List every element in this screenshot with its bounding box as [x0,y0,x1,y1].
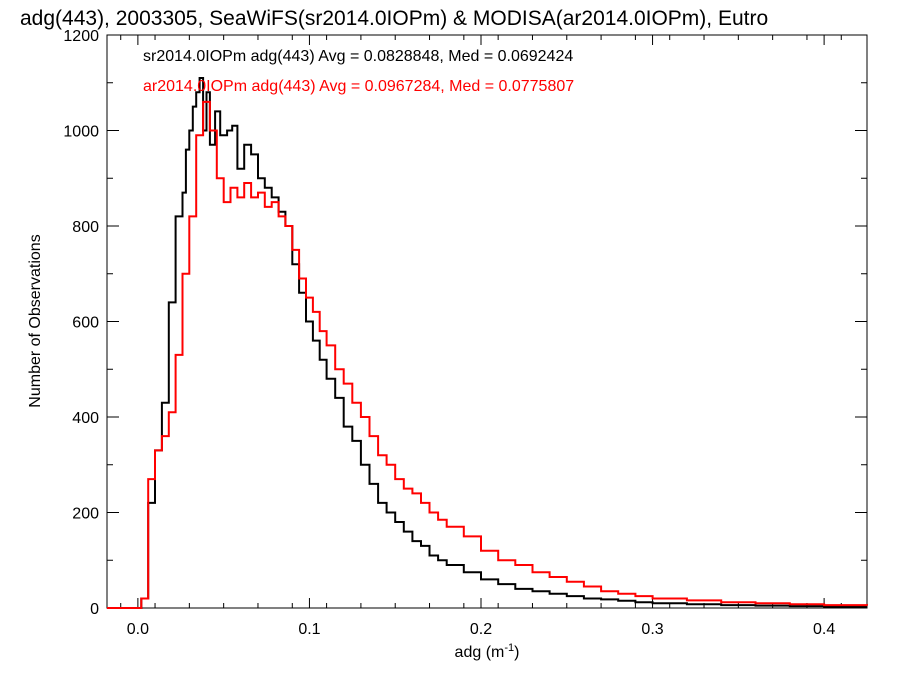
series-layer [107,77,868,609]
legend-entry-ar2014: ar2014.0IOPm adg(443) Avg = 0.0967284, M… [143,78,574,95]
x-axis-label-superscript: -1 [504,642,514,654]
x-tick-label: 0.3 [641,621,663,638]
x-tick-label: 0.4 [813,621,835,638]
y-tick-label: 800 [72,219,99,236]
y-tick-label: 1200 [63,28,99,45]
x-axis-label: adg (m-1) [455,642,520,661]
x-tick-label: 0.1 [298,621,320,638]
y-tick-label: 0 [90,601,99,618]
x-axis-label-text: adg (m [455,644,505,661]
y-tick-label: 1000 [63,124,99,141]
x-tick-label: 0.0 [127,621,149,638]
series-line-sr2014 [107,77,867,609]
y-tick-label: 200 [72,506,99,523]
y-tick-label: 600 [72,315,99,332]
legend: sr2014.0IOPm adg(443) Avg = 0.0828848, M… [143,48,574,95]
series-line-ar2014 [107,100,868,609]
x-axis-label-close: ) [514,644,519,661]
legend-entry-sr2014: sr2014.0IOPm adg(443) Avg = 0.0828848, M… [143,48,573,65]
chart-title: adg(443), 2003305, SeaWiFS(sr2014.0IOPm)… [20,7,768,30]
y-axis-label: Number of Observations [27,234,44,407]
y-tick-label: 400 [72,410,99,427]
x-axis-ticks: 0.0 0.1 0.2 0.3 0.4 [120,35,842,638]
x-tick-label: 0.2 [470,621,492,638]
y-axis-ticks: 0 200 400 600 800 1000 1200 [63,28,867,618]
